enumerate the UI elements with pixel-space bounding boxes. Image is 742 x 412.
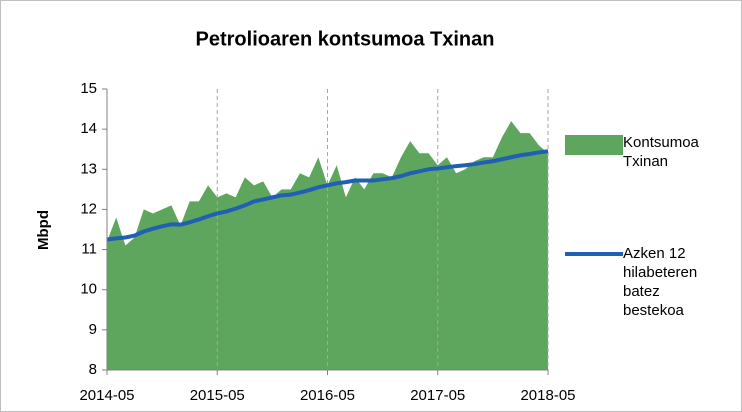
y-tick-label: 10	[80, 281, 97, 298]
y-tick-label: 13	[80, 160, 97, 177]
y-tick-label: 9	[89, 321, 97, 338]
legend-item: Azken 12 hilabeteren batez bestekoa	[565, 244, 723, 320]
x-tick-label: 2016-05	[300, 387, 355, 404]
y-tick-label: 12	[80, 200, 97, 217]
y-tick-label: 8	[89, 361, 97, 378]
chart-title: Petrolioaren kontsumoa Txinan	[196, 28, 495, 50]
y-tick-label: 11	[81, 241, 97, 258]
y-tick-label: 15	[80, 80, 97, 97]
x-tick-label: 2018-05	[520, 387, 575, 404]
x-tick-label: 2015-05	[190, 387, 245, 404]
legend-label: Kontsumoa Txinan	[623, 134, 699, 170]
legend-swatch	[565, 252, 623, 256]
y-tick-label: 14	[80, 120, 97, 137]
legend-swatch	[565, 135, 623, 155]
legend-item: Kontsumoa Txinan	[565, 133, 723, 171]
y-axis-label: Mbpd	[35, 210, 52, 250]
x-tick-label: 2014-05	[79, 387, 134, 404]
line	[106, 149, 549, 242]
x-tick-label: 2017-05	[410, 387, 465, 404]
legend-label: Azken 12 hilabeteren batez bestekoa	[623, 245, 698, 319]
legend-swatch-rect	[565, 135, 623, 155]
